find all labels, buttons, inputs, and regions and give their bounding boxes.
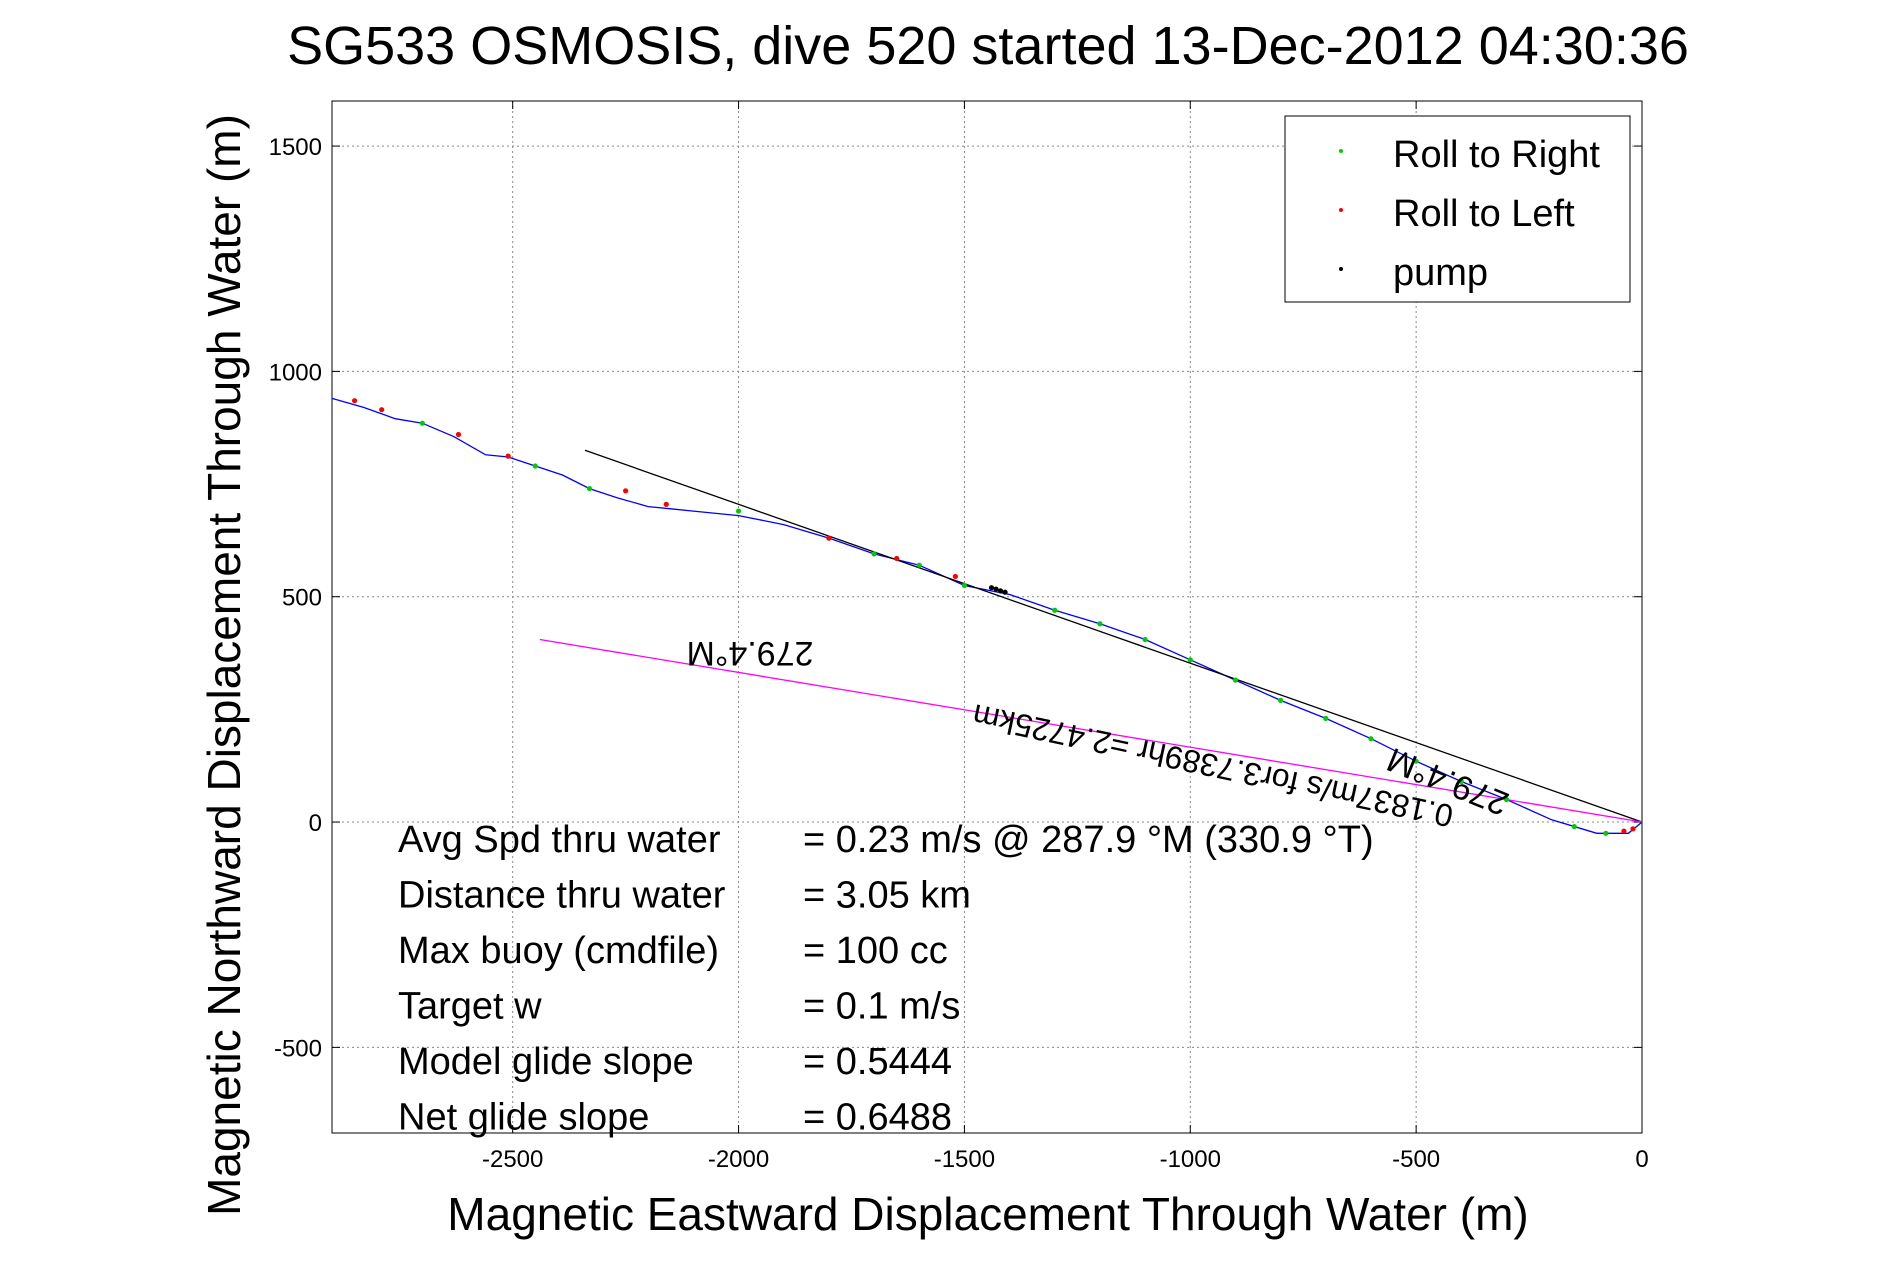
y-tick-label: 500 [282, 585, 322, 612]
legend-label-roll-right: Roll to Right [1393, 134, 1600, 176]
legend: Roll to Right Roll to Left pump [1284, 115, 1631, 303]
marker-roll-right [1142, 636, 1148, 643]
marker-roll-right [1603, 830, 1609, 836]
marker-pump [993, 586, 999, 592]
y-tick-label: 1000 [269, 359, 322, 386]
marker-roll-right [1052, 607, 1058, 613]
legend-label-roll-left: Roll to Left [1393, 193, 1575, 235]
marker-roll-right [1323, 715, 1329, 721]
marker-roll-right [871, 551, 877, 557]
marker-roll-left [455, 431, 462, 438]
series-current-line [539, 638, 1643, 823]
stat-label: Avg Spd thru water [398, 819, 721, 861]
x-tick-label: -1000 [1160, 1146, 1221, 1173]
stat-value: = 3.05 km [803, 875, 971, 917]
y-tick-label: -500 [274, 1035, 322, 1062]
legend-marker-roll-left [1339, 208, 1343, 212]
x-axis-label: Magnetic Eastward Displacement Through W… [447, 1188, 1528, 1240]
marker-roll-right [735, 508, 742, 514]
stat-label: Max buoy (cmdfile) [398, 930, 719, 972]
stat-value: = 0.1 m/s [803, 986, 960, 1028]
plot-frame [331, 100, 1643, 1134]
marker-roll-left [351, 398, 358, 404]
stat-value: = 0.5444 [803, 1041, 952, 1083]
markers [351, 398, 1636, 836]
y-tick-label: 1500 [269, 134, 322, 161]
marker-pump [988, 585, 995, 591]
marker-roll-right [532, 463, 538, 469]
marker-roll-left [1621, 828, 1627, 834]
ticks: -2500 -2000 -1500 -1000 -500 0 -500 0 500 1000 150… [269, 101, 1649, 1173]
x-tick-label: -2500 [482, 1146, 543, 1173]
marker-roll-right [1368, 736, 1374, 742]
marker-roll-left [952, 573, 958, 580]
marker-roll-left [505, 453, 511, 459]
marker-pump [1002, 589, 1008, 595]
legend-label-pump: pump [1393, 252, 1488, 294]
marker-roll-left [623, 488, 629, 494]
marker-roll-right [419, 420, 425, 426]
marker-roll-right [1503, 796, 1510, 803]
marker-roll-right [916, 562, 922, 568]
annotation-heading-upper: 279.4°M [686, 634, 813, 672]
marker-roll-left [826, 535, 832, 541]
marker-roll-right [1571, 823, 1577, 830]
marker-roll-right [1232, 677, 1239, 683]
chart-title: SG533 OSMOSIS, dive 520 started 13-Dec-2… [287, 16, 1689, 76]
marker-roll-right [586, 485, 593, 492]
marker-roll-right [1187, 657, 1193, 663]
stats-block: Avg Spd thru water = 0.23 m/s @ 287.9 °M … [398, 819, 1374, 1139]
stat-label: Distance thru water [398, 875, 726, 917]
legend-marker-roll-right [1339, 149, 1343, 153]
stat-label: Target w [398, 986, 542, 1028]
stat-label: Model glide slope [398, 1041, 694, 1083]
marker-roll-right [1097, 621, 1103, 627]
marker-roll-right [961, 582, 968, 589]
series-fit-line [584, 449, 1643, 823]
stat-label: Net glide slope [398, 1097, 649, 1139]
x-tick-label: 0 [1635, 1146, 1648, 1173]
x-tick-label: -500 [1392, 1146, 1440, 1173]
stat-value: = 0.6488 [803, 1097, 952, 1139]
stat-value: = 100 cc [803, 930, 948, 972]
marker-roll-right [1278, 697, 1284, 703]
stat-value: = 0.23 m/s @ 287.9 °M (330.9 °T) [803, 819, 1374, 861]
marker-roll-left [379, 407, 385, 413]
x-tick-label: -2000 [708, 1146, 769, 1173]
marker-roll-right [1413, 758, 1419, 764]
marker-pump [997, 588, 1004, 594]
y-tick-label: 0 [309, 810, 322, 837]
marker-roll-right [1458, 778, 1464, 785]
marker-roll-left [1630, 826, 1636, 832]
marker-roll-left [894, 555, 900, 562]
y-axis-label: Magnetic Northward Displacement Through … [198, 114, 250, 1216]
legend-marker-pump [1339, 267, 1343, 271]
marker-roll-left [663, 501, 669, 507]
x-tick-label: -1500 [934, 1146, 995, 1173]
